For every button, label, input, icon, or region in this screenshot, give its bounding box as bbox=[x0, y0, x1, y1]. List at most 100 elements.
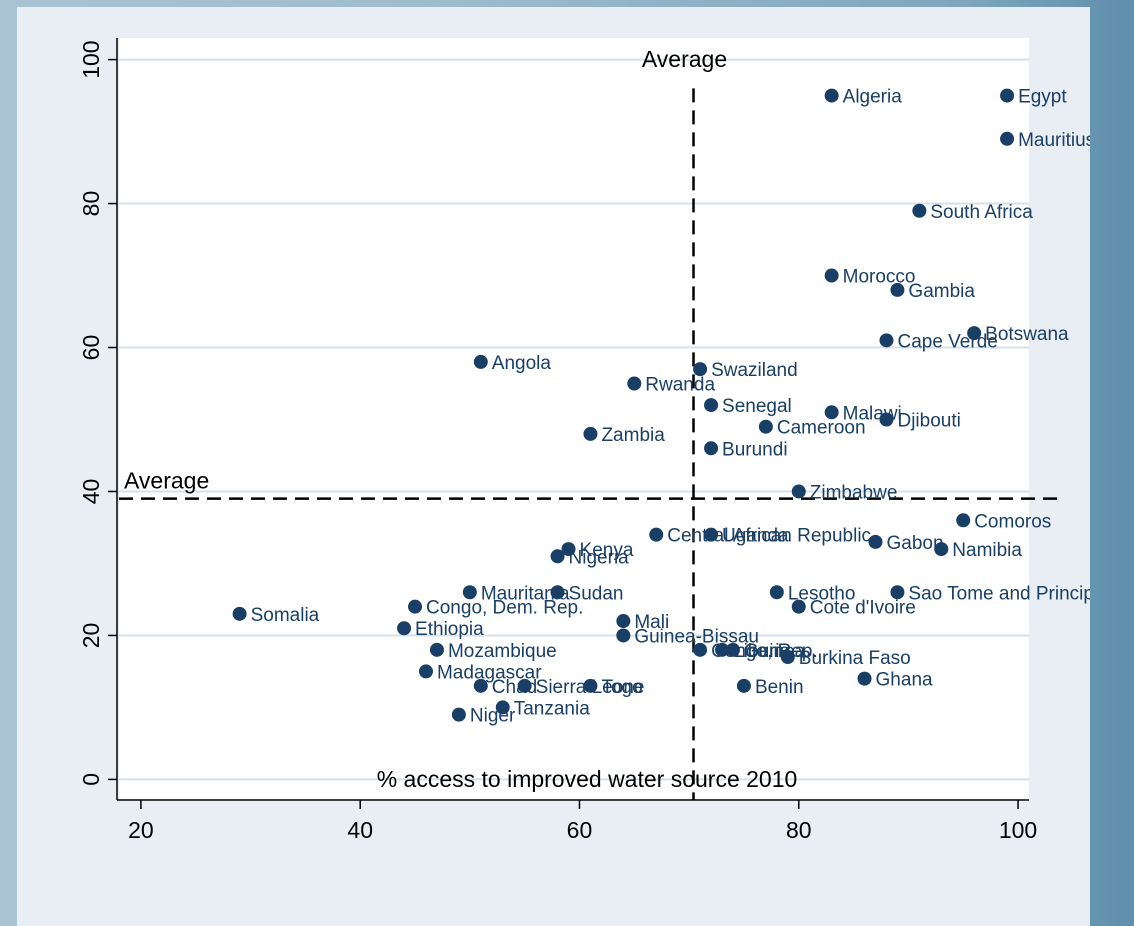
data-point bbox=[934, 542, 949, 557]
x-tick-label: 80 bbox=[786, 817, 812, 843]
data-point bbox=[627, 376, 642, 391]
y-tick-label: 100 bbox=[78, 40, 104, 78]
data-point-label: Mauritius bbox=[1018, 130, 1090, 151]
data-point-label: Burundi bbox=[722, 439, 788, 460]
data-point-label: Somalia bbox=[251, 605, 320, 626]
data-point-label: Swaziland bbox=[711, 360, 798, 381]
data-point-label: Guinea-Bissau bbox=[634, 626, 759, 647]
data-point bbox=[616, 614, 631, 629]
reference-lines: Average Average bbox=[119, 46, 1059, 800]
y-tick-label: 0 bbox=[78, 773, 104, 786]
data-point-label: Namibia bbox=[952, 540, 1022, 561]
x-axis-title: % access to improved water source 2010 bbox=[377, 766, 798, 792]
data-point-label: Ethiopia bbox=[415, 619, 484, 640]
data-point-label: Niger bbox=[470, 706, 516, 727]
data-point bbox=[736, 678, 751, 693]
data-point-label: Morocco bbox=[843, 267, 916, 288]
data-point bbox=[408, 599, 423, 614]
data-point-label: Guinea bbox=[744, 641, 806, 662]
data-point bbox=[473, 354, 488, 369]
data-point bbox=[583, 426, 598, 441]
data-point bbox=[649, 527, 664, 542]
data-point bbox=[824, 405, 839, 420]
data-point-label: Gambia bbox=[908, 281, 975, 302]
data-point bbox=[429, 642, 444, 657]
data-point bbox=[550, 549, 565, 564]
data-point-label: Algeria bbox=[843, 87, 903, 108]
data-point bbox=[725, 642, 740, 657]
x-tick-label: 20 bbox=[128, 817, 154, 843]
data-point bbox=[451, 707, 466, 722]
data-point bbox=[473, 678, 488, 693]
data-point-label: Benin bbox=[755, 677, 804, 698]
data-point bbox=[715, 642, 730, 657]
data-point bbox=[1000, 88, 1015, 103]
data-point bbox=[616, 628, 631, 643]
data-point bbox=[912, 203, 927, 218]
data-points: Algeria Egypt Mauritius South Africa Morocco… bbox=[232, 87, 1090, 727]
data-point bbox=[857, 671, 872, 686]
data-point bbox=[495, 700, 510, 715]
data-point-label: Lesotho bbox=[788, 583, 856, 604]
data-point-label: Uganda bbox=[722, 526, 789, 547]
scatter-chart: 0 20 40 60 80 100 20 40 60 80 100 Average Average A… bbox=[78, 38, 1090, 843]
data-point-label: Rwanda bbox=[645, 375, 715, 396]
data-point bbox=[780, 650, 795, 665]
y-tick-label: 60 bbox=[78, 335, 104, 361]
data-point-label: Mali bbox=[634, 612, 669, 633]
data-point-label: Cape Verde bbox=[897, 331, 997, 352]
data-point bbox=[693, 642, 708, 657]
data-point-label: Zimbabwe bbox=[810, 482, 898, 503]
data-point-label: Burkina Faso bbox=[799, 648, 911, 669]
data-point bbox=[824, 268, 839, 283]
data-point-label: Sudan bbox=[569, 583, 624, 604]
y-tick-label: 80 bbox=[78, 191, 104, 217]
data-point bbox=[967, 326, 982, 341]
data-point bbox=[890, 585, 905, 600]
data-point-label: Zambia bbox=[601, 425, 665, 446]
data-point bbox=[769, 585, 784, 600]
x-tick-label: 100 bbox=[999, 817, 1037, 843]
data-point bbox=[704, 527, 719, 542]
x-tick-label: 40 bbox=[347, 817, 373, 843]
data-point-label: Egypt bbox=[1018, 87, 1067, 108]
data-point-label: Senegal bbox=[722, 396, 792, 417]
data-point-label: Angola bbox=[492, 353, 552, 374]
data-point bbox=[1000, 131, 1015, 146]
data-point bbox=[791, 599, 806, 614]
x-tick-label: 60 bbox=[567, 817, 593, 843]
data-point bbox=[758, 419, 773, 434]
data-point-label: Comoros bbox=[974, 511, 1051, 532]
data-point-label: Tanzania bbox=[514, 698, 590, 719]
data-point-label: Cote d'Ivoire bbox=[810, 598, 916, 619]
y-tick-label: 40 bbox=[78, 479, 104, 505]
data-point-label: Togo bbox=[601, 677, 642, 698]
data-point bbox=[462, 585, 477, 600]
data-point-label: Gabon bbox=[887, 533, 944, 554]
data-point bbox=[791, 484, 806, 499]
data-point bbox=[890, 282, 905, 297]
data-point-label: Botswana bbox=[985, 324, 1069, 345]
data-point bbox=[397, 621, 412, 636]
data-point-label: Congo, Dem. Rep. bbox=[426, 598, 583, 619]
data-point bbox=[824, 88, 839, 103]
y-tick-label: 20 bbox=[78, 623, 104, 649]
data-point bbox=[583, 678, 598, 693]
data-point-label: Ghana bbox=[876, 670, 933, 691]
data-point-label: Mauritania bbox=[481, 583, 570, 604]
data-point bbox=[704, 398, 719, 413]
data-point-label: Central African Republic bbox=[667, 526, 871, 547]
axes: 0 20 40 60 80 100 20 40 60 80 100 bbox=[78, 38, 1037, 843]
data-point bbox=[550, 585, 565, 600]
data-point bbox=[517, 678, 532, 693]
grid-lines bbox=[119, 58, 1029, 781]
data-point-label: Kenya bbox=[580, 540, 634, 561]
data-point bbox=[704, 441, 719, 456]
data-point bbox=[561, 542, 576, 557]
data-point-label: South Africa bbox=[930, 202, 1033, 223]
data-point-label: Nigeria bbox=[569, 547, 630, 568]
data-point-label: Madagascar bbox=[437, 662, 542, 683]
data-point bbox=[232, 606, 247, 621]
vertical-average-label: Average bbox=[642, 46, 727, 72]
data-point bbox=[418, 664, 433, 679]
